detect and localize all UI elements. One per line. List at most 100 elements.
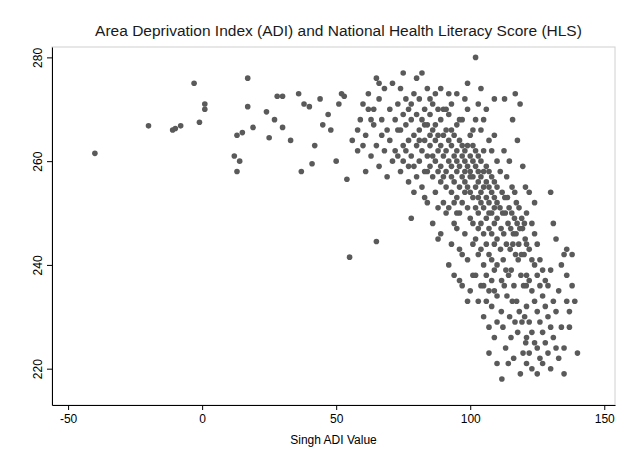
point [344, 177, 350, 183]
point [366, 91, 372, 97]
point [387, 106, 393, 112]
point [392, 117, 398, 123]
point [569, 283, 575, 289]
point [245, 104, 251, 110]
point [449, 241, 455, 247]
point [553, 345, 559, 351]
point [486, 252, 492, 258]
point [467, 189, 473, 195]
point [371, 122, 377, 128]
point [532, 231, 538, 237]
point [191, 81, 197, 87]
y-tick-mark [47, 161, 52, 162]
point [489, 174, 495, 180]
point [506, 272, 512, 278]
point [264, 109, 270, 115]
point [422, 195, 428, 201]
point [526, 189, 532, 195]
point [400, 112, 406, 118]
point [519, 319, 525, 325]
point [494, 184, 500, 190]
point [446, 91, 452, 97]
point [465, 205, 471, 211]
point [454, 158, 460, 164]
point [475, 169, 481, 175]
point [470, 241, 476, 247]
point [449, 143, 455, 149]
point [454, 148, 460, 154]
point [498, 226, 504, 232]
point [408, 101, 414, 107]
plot-frame [52, 47, 615, 405]
point [398, 86, 404, 92]
point [532, 200, 538, 206]
point [475, 298, 481, 304]
point [473, 184, 479, 190]
point [414, 143, 420, 149]
point [462, 231, 468, 237]
point [403, 122, 409, 128]
point [341, 93, 347, 99]
point [465, 184, 471, 190]
point [500, 324, 506, 330]
point [457, 138, 463, 144]
point [520, 226, 526, 232]
point [561, 345, 567, 351]
point [470, 221, 476, 227]
point [416, 138, 422, 144]
point [92, 151, 98, 157]
point [494, 236, 500, 242]
point [494, 319, 500, 325]
point [406, 179, 412, 185]
point [459, 174, 465, 180]
point [540, 267, 546, 273]
point [433, 91, 439, 97]
point [478, 221, 484, 227]
point [512, 215, 518, 221]
point [451, 272, 457, 278]
point [505, 195, 511, 201]
point [545, 314, 551, 320]
point [564, 247, 570, 253]
point [443, 148, 449, 154]
x-tick-label: 0 [199, 412, 206, 426]
point [435, 169, 441, 175]
y-axis: 220240260280 [31, 48, 53, 406]
point [178, 123, 184, 129]
point [481, 231, 487, 237]
point [465, 257, 471, 263]
point [489, 231, 495, 237]
point [529, 366, 535, 372]
point [534, 272, 540, 278]
point [465, 298, 471, 304]
point [492, 205, 498, 211]
point [504, 174, 510, 180]
point [492, 335, 498, 341]
point [542, 304, 548, 310]
point [374, 239, 380, 245]
point [523, 283, 529, 289]
point [508, 267, 514, 273]
point [529, 221, 535, 227]
point [523, 184, 529, 190]
point [540, 330, 546, 336]
point [516, 205, 522, 211]
point [516, 309, 522, 315]
point [484, 272, 490, 278]
point [512, 189, 518, 195]
point [430, 174, 436, 180]
point [411, 132, 417, 138]
point [553, 236, 559, 242]
point [526, 319, 532, 325]
point [567, 309, 573, 315]
point [537, 283, 543, 289]
point [520, 350, 526, 356]
point [435, 132, 441, 138]
point [457, 117, 463, 123]
point [416, 158, 422, 164]
point [515, 330, 521, 336]
point [266, 135, 272, 141]
point [449, 164, 455, 170]
point [559, 324, 565, 330]
point [475, 210, 481, 216]
